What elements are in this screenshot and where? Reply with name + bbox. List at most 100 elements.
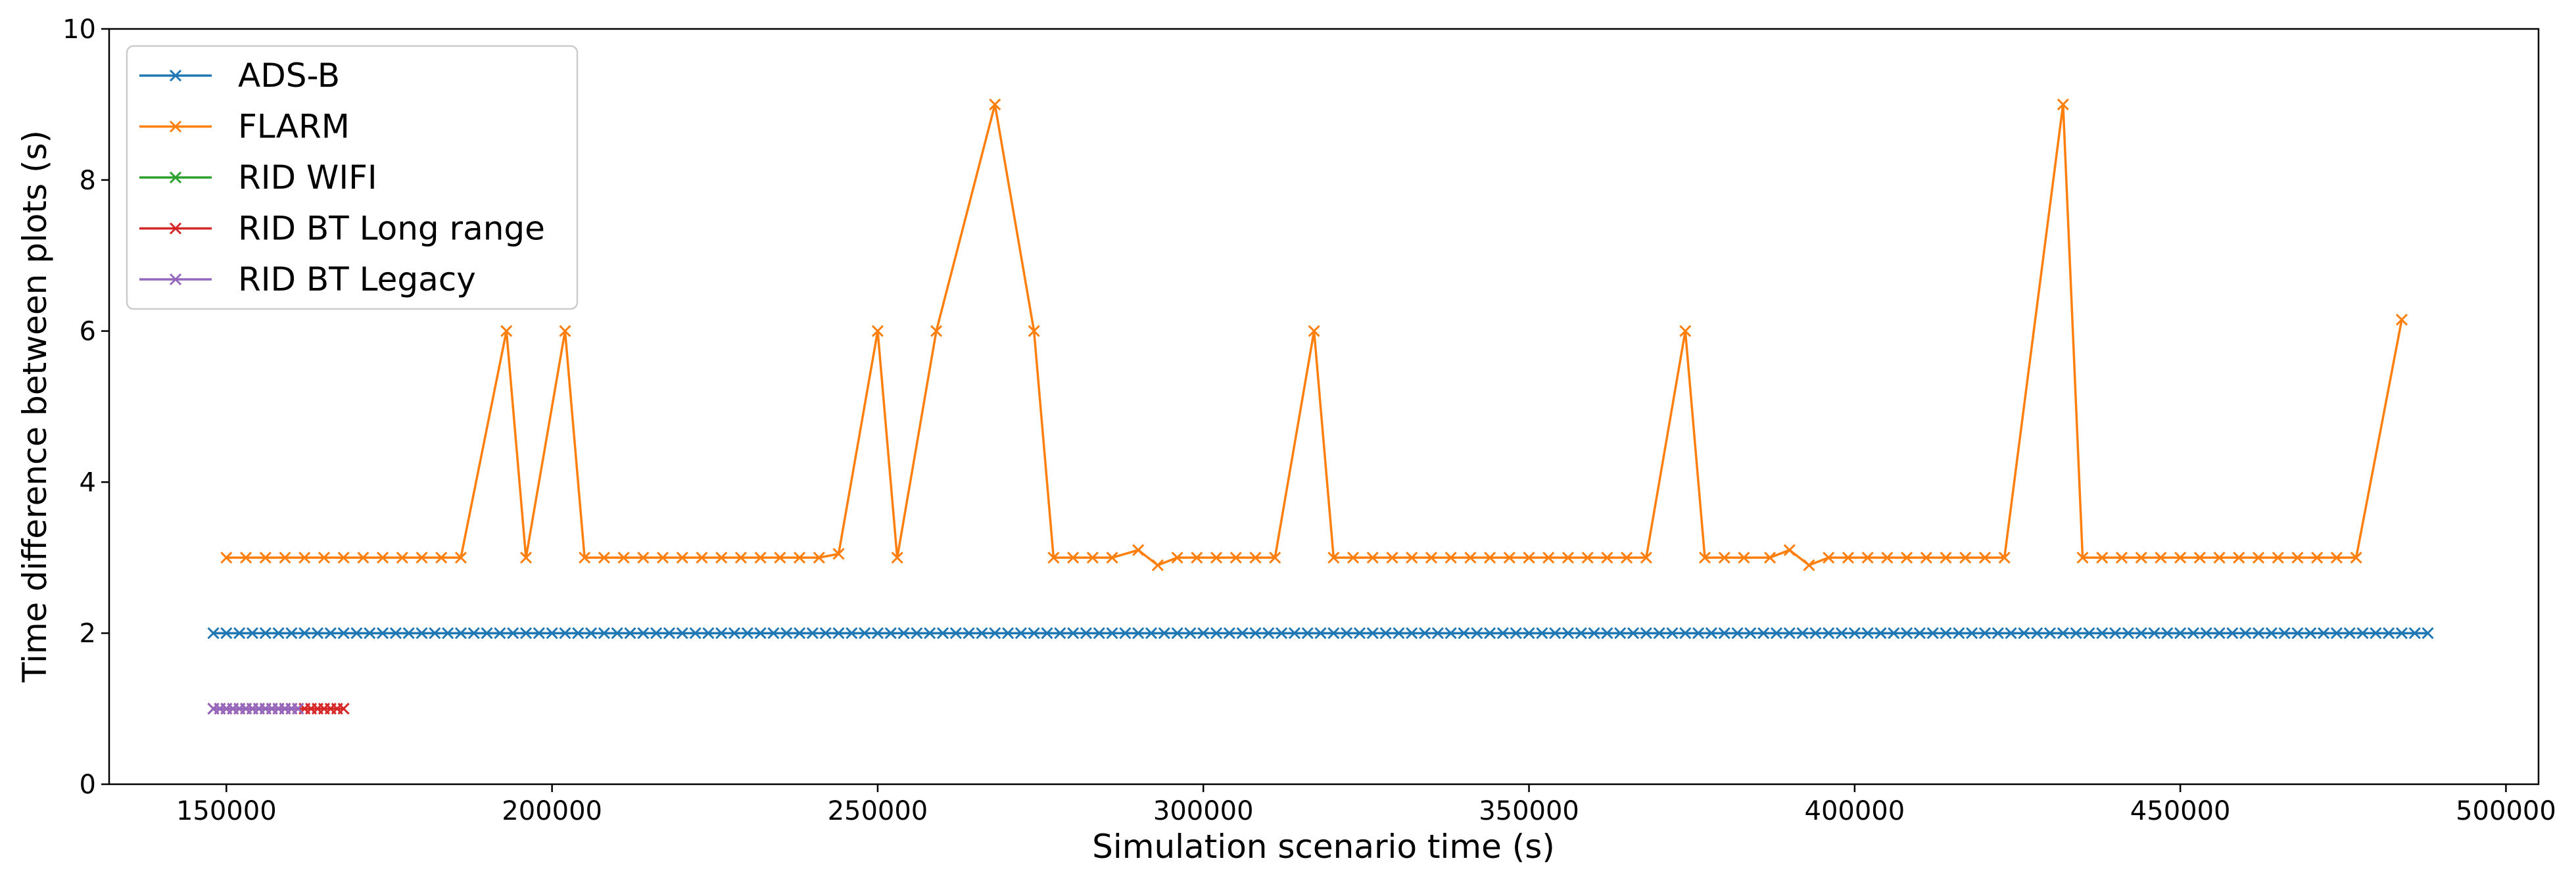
data-point [2239, 627, 2252, 640]
data-point [311, 627, 324, 640]
data-point [1744, 627, 1757, 640]
data-point [1276, 627, 1288, 640]
data-point [1823, 552, 1835, 564]
data-point [1327, 552, 1340, 564]
data-point [357, 552, 370, 564]
data-point [2350, 552, 2362, 564]
data-point [1028, 627, 1040, 640]
data-point [1014, 627, 1027, 640]
data-point [2278, 627, 2291, 640]
legend-item-rid-wifi: RID WIFI [139, 158, 377, 197]
data-point [1236, 627, 1249, 640]
data-point [1210, 627, 1223, 640]
data-point [2233, 552, 2245, 564]
data-point [1640, 552, 1652, 564]
data-point [884, 627, 897, 640]
data-point [1249, 627, 1262, 640]
data-point [1041, 627, 1053, 640]
data-point [741, 627, 753, 640]
data-point [1581, 552, 1594, 564]
data-point [559, 325, 571, 337]
data-point [1920, 552, 1932, 564]
data-point [1308, 325, 1320, 337]
data-point [337, 552, 350, 564]
data-point [318, 552, 330, 564]
legend: ADS-B FLARM RID WIFI RID BT Long range RID B… [126, 45, 579, 310]
data-point [1047, 552, 1060, 564]
data-point [891, 552, 903, 564]
data-point [1601, 552, 1613, 564]
data-point [1679, 325, 1692, 337]
data-point [1132, 627, 1145, 640]
data-point [1998, 552, 2011, 564]
data-point [1471, 627, 1483, 640]
data-point [1249, 552, 1262, 564]
data-point [1327, 627, 1340, 640]
series-rid-bt-legacy [207, 703, 304, 715]
data-point [207, 627, 220, 640]
data-point [617, 552, 630, 564]
data-point [364, 627, 376, 640]
data-point [1718, 552, 1730, 564]
data-point [1425, 552, 1438, 564]
data-point [1184, 627, 1197, 640]
data-point [650, 627, 663, 640]
data-point [2304, 627, 2317, 640]
data-point [2057, 627, 2069, 640]
data-point [1770, 627, 1783, 640]
data-point [2174, 627, 2187, 640]
data-point [1692, 627, 1705, 640]
legend-label: ADS-B [238, 57, 340, 95]
data-point [637, 552, 650, 564]
series-flarm [220, 98, 2408, 571]
data-point [1523, 552, 1535, 564]
y-tick-label: 6 [80, 317, 96, 347]
data-point [1353, 627, 1366, 640]
data-point [1614, 627, 1627, 640]
x-tick-label: 300000 [1153, 796, 1254, 826]
data-point [298, 627, 311, 640]
legend-label: RID BT Legacy [238, 260, 476, 298]
data-point [780, 627, 793, 640]
data-point [1145, 627, 1158, 640]
data-point [2193, 552, 2206, 564]
data-point [1229, 552, 1242, 564]
data-point [728, 627, 741, 640]
data-point [897, 627, 910, 640]
data-point [1288, 627, 1300, 640]
data-point [1588, 627, 1600, 640]
data-point [1458, 627, 1470, 640]
legend-item-ads-b: ADS-B [139, 57, 340, 95]
data-point [416, 627, 428, 640]
y-tick-label: 10 [62, 14, 96, 45]
data-point [1705, 627, 1717, 640]
data-point [429, 627, 441, 640]
data-point [793, 552, 806, 564]
data-point [292, 703, 304, 715]
data-point [1464, 552, 1477, 564]
data-point [767, 627, 780, 640]
data-point [416, 552, 428, 564]
data-point [1562, 552, 1575, 564]
data-point [1562, 627, 1575, 640]
data-point [871, 627, 884, 640]
x-tick-label: 450000 [2130, 796, 2231, 826]
data-point [1992, 627, 2004, 640]
data-point [467, 627, 480, 640]
data-point [2213, 627, 2226, 640]
data-point [1731, 627, 1744, 640]
data-point [1978, 627, 1992, 640]
data-point [806, 627, 819, 640]
data-point [1536, 627, 1548, 640]
data-point [1823, 627, 1835, 640]
x-tick-label: 150000 [176, 796, 277, 826]
data-point [676, 552, 688, 564]
data-point [2096, 552, 2109, 564]
data-point [519, 627, 533, 640]
data-point [715, 627, 728, 640]
data-point [2343, 627, 2356, 640]
data-point [298, 552, 311, 564]
data-point [2135, 552, 2147, 564]
data-point [1549, 627, 1562, 640]
data-point [2395, 627, 2408, 640]
